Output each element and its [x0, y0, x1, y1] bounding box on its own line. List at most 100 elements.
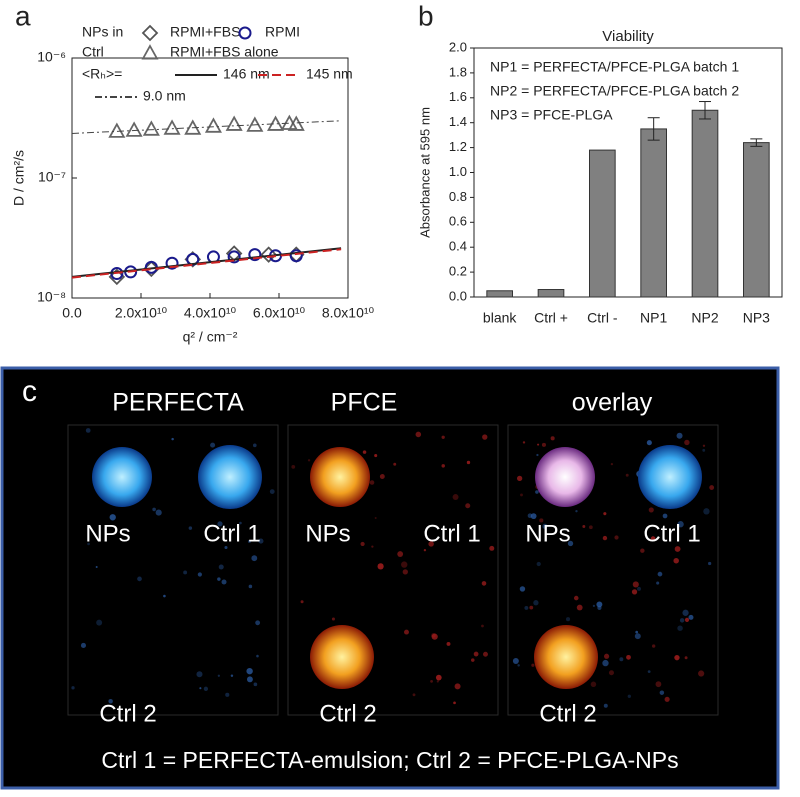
noise-dot: [203, 686, 209, 691]
noise-dot: [520, 493, 523, 497]
bar: [691, 109, 719, 298]
error-bar: [647, 117, 660, 141]
noise-dot: [625, 473, 629, 477]
noise-dot: [688, 614, 694, 620]
noise-dot: [217, 674, 220, 677]
y-tick-label: 10⁻⁶: [37, 49, 66, 65]
noise-dot: [155, 509, 162, 516]
noise-dot: [369, 480, 375, 485]
noise-dot: [471, 658, 475, 662]
marker: [141, 44, 159, 60]
bar: [640, 128, 667, 298]
noise-dot: [256, 654, 259, 658]
image-panel: c Ctrl 1 = PERFECTA-emulsion; Ctrl 2 = P…: [0, 366, 780, 790]
noise-dot: [530, 513, 537, 520]
noise-dot: [662, 513, 668, 519]
noise-dot: [709, 485, 715, 490]
noise-dot: [610, 462, 614, 466]
legend-label: 146 nm: [223, 66, 270, 82]
x-tick-label: 4.0x10¹⁰: [184, 305, 237, 321]
spot-label: NPs: [85, 520, 130, 547]
noise-dot: [402, 569, 408, 575]
noise-dot: [137, 576, 142, 582]
panel-label: c: [22, 375, 37, 408]
noise-dot: [698, 670, 705, 677]
noise-dot: [152, 507, 156, 512]
noise-dot: [637, 586, 641, 591]
noise-dot: [567, 540, 574, 547]
marker: [227, 250, 241, 264]
noise-dot: [512, 658, 519, 665]
marker: [248, 248, 262, 262]
noise-dot: [676, 432, 683, 439]
noise-dot: [657, 571, 663, 577]
noise-dot: [96, 619, 103, 626]
noise-dot: [603, 512, 607, 516]
noise-dot: [431, 633, 438, 640]
noise-dot: [246, 676, 253, 683]
noise-dot: [481, 624, 484, 628]
noise-dot: [362, 450, 367, 454]
noise-dot: [602, 659, 609, 667]
x-tick-label: Ctrl +: [534, 310, 568, 326]
noise-dot: [682, 609, 689, 616]
noise-dot: [218, 564, 224, 570]
noise-dot: [87, 542, 90, 546]
legend-label: 145 nm: [306, 66, 353, 82]
x-tick-label: NP2: [691, 310, 718, 326]
noise-dot: [517, 664, 520, 667]
noise-dot: [393, 462, 397, 466]
spot: [92, 447, 152, 507]
noise-dot: [239, 521, 242, 525]
x-tick-label: NP1: [640, 310, 667, 326]
y-axis-label: Absorbance at 595 nm: [417, 107, 432, 238]
noise-dot: [627, 694, 631, 698]
noise-dot: [646, 440, 652, 446]
noise-dot: [531, 663, 535, 667]
noise-dot: [541, 442, 547, 447]
noise-dot: [522, 441, 526, 444]
y-tick-label: 2.0: [449, 39, 467, 54]
noise-dot: [217, 521, 223, 527]
y-tick-label: 0.2: [449, 264, 467, 279]
noise-dot: [588, 525, 593, 530]
spot-label: Ctrl 1: [203, 520, 260, 547]
noise-dot: [648, 507, 654, 513]
spot: [310, 625, 374, 689]
noise-dot: [596, 601, 603, 608]
noise-dot: [550, 436, 555, 441]
noise-dot: [454, 683, 461, 690]
noise-dot: [252, 443, 257, 448]
noise-dot: [374, 517, 377, 520]
noise-dot: [196, 671, 203, 678]
annotation: NP1 = PERFECTA/PFCE-PLGA batch 1: [490, 59, 739, 75]
noise-dot: [603, 703, 608, 708]
noise-dot: [673, 557, 679, 564]
noise-dot: [248, 584, 253, 589]
marker: [108, 122, 126, 138]
noise-dot: [225, 692, 230, 697]
noise-dot: [307, 459, 311, 462]
noise-dot: [466, 460, 471, 465]
x-tick-label: 8.0x10¹⁰: [322, 305, 375, 321]
spot-label: Ctrl 1: [643, 520, 700, 547]
error-bar: [750, 138, 763, 147]
noise-dot: [626, 654, 631, 660]
marker: [165, 256, 179, 270]
noise-dot: [171, 437, 174, 441]
chart-title: Viability: [602, 28, 654, 45]
noise-dot: [537, 443, 540, 446]
noise-dot: [614, 535, 619, 540]
noise-dot: [441, 464, 445, 468]
noise-dot: [246, 667, 253, 675]
x-tick-label: 6.0x10¹⁰: [253, 305, 306, 321]
noise-dot: [535, 490, 539, 494]
column-title: overlay: [572, 389, 653, 417]
noise-dot: [188, 526, 193, 530]
noise-dot: [536, 453, 539, 457]
noise-dot: [659, 690, 665, 695]
legend-label: <Rₕ>=: [82, 66, 122, 82]
noise-dot: [679, 618, 685, 623]
bar: [743, 142, 770, 298]
